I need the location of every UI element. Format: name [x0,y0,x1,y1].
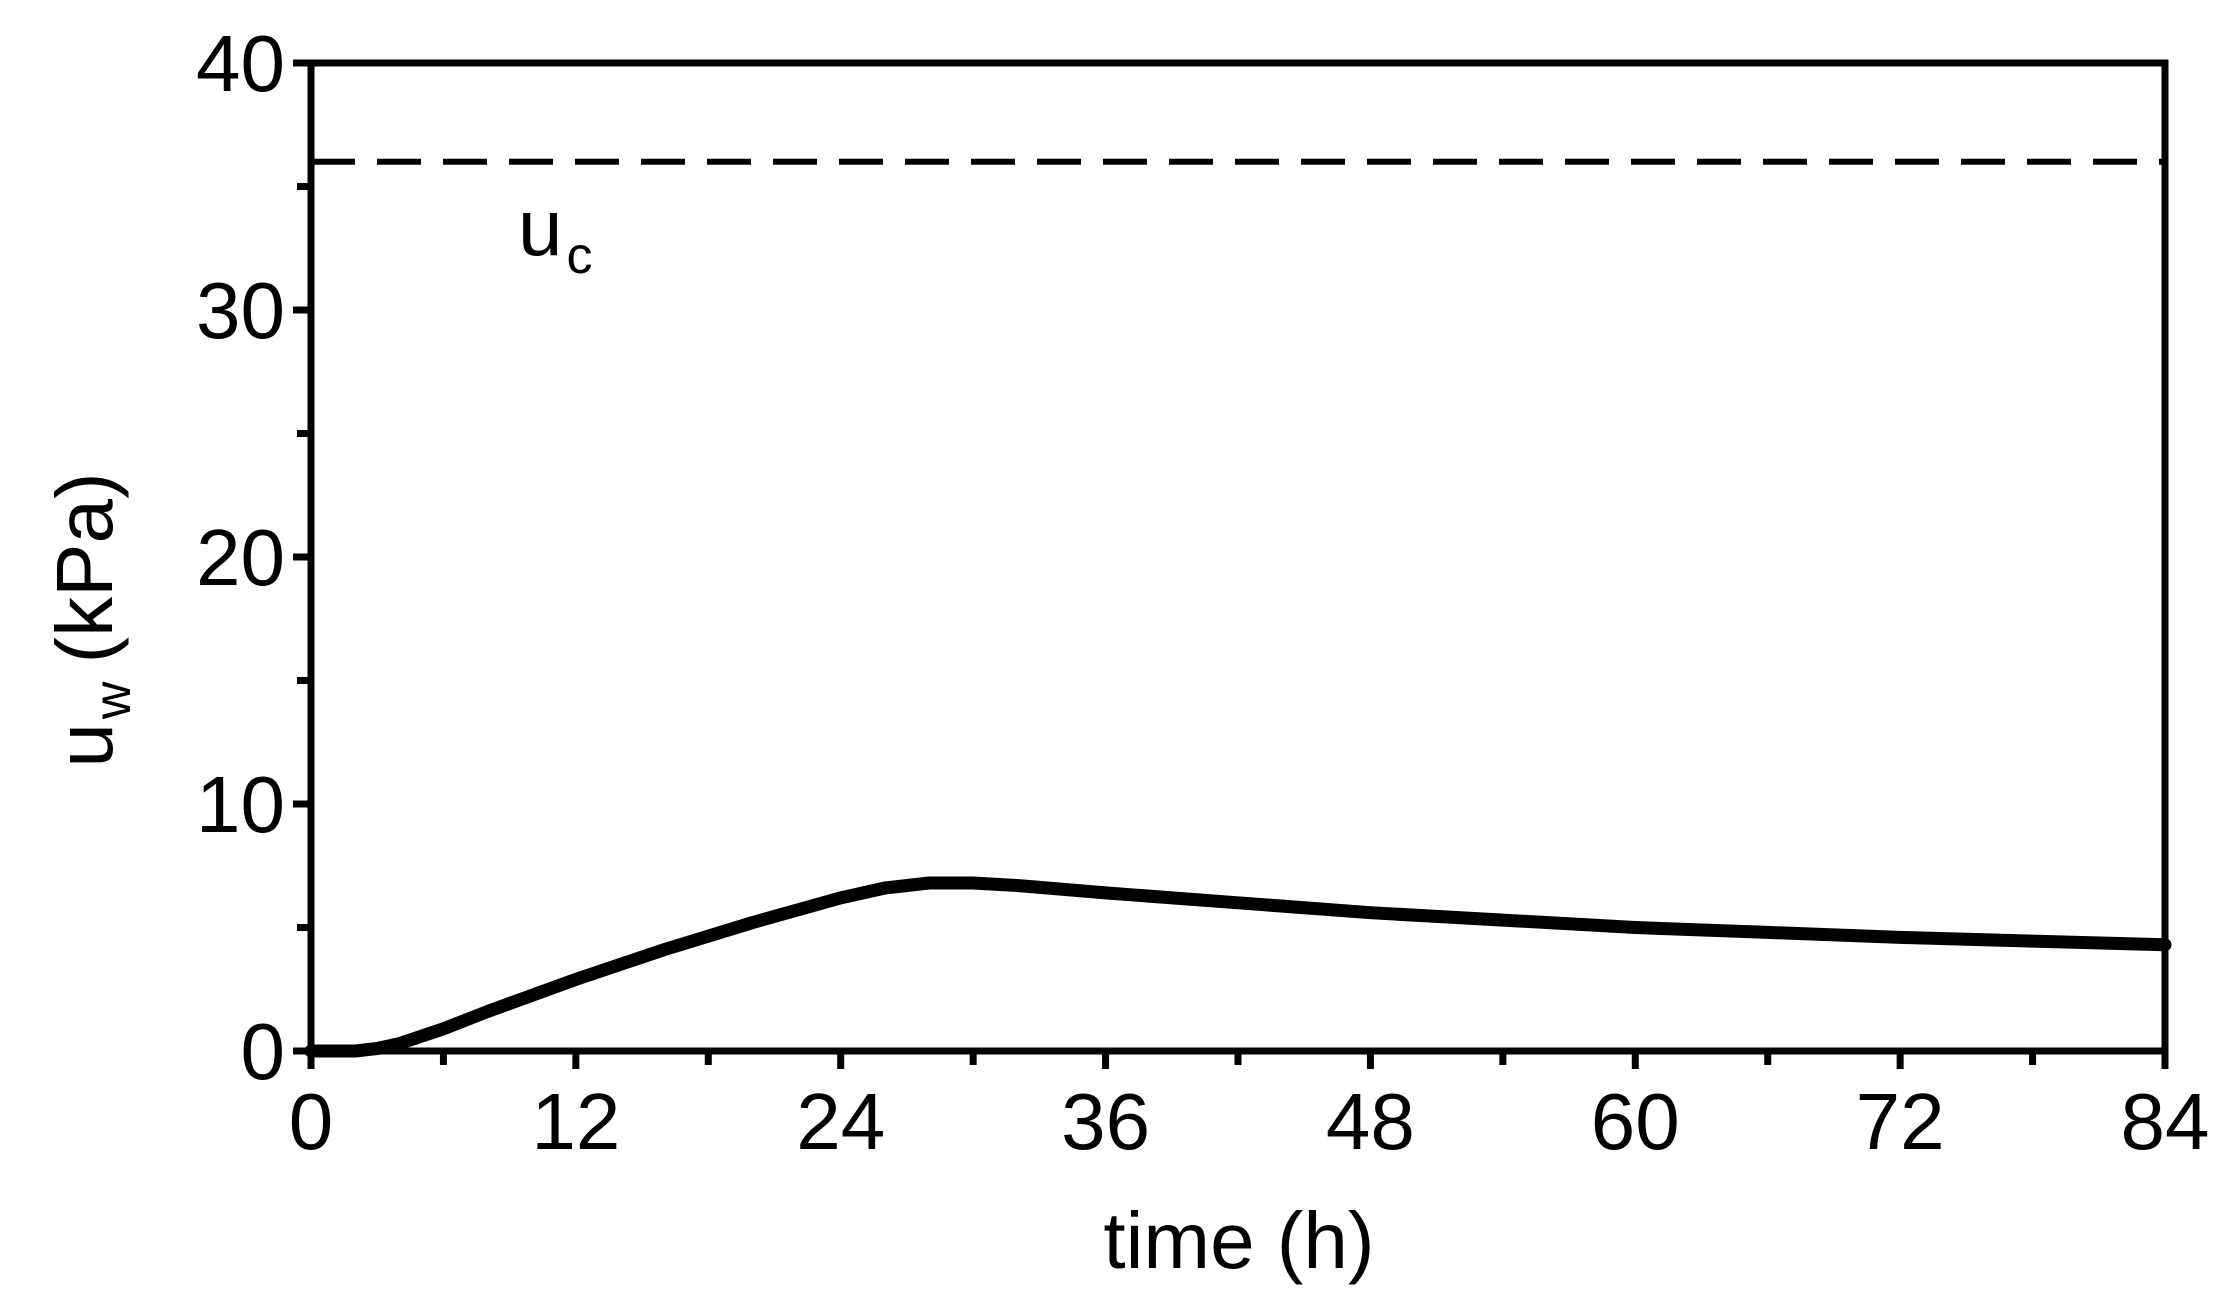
x-tick-label: 36 [1061,1077,1150,1166]
ticks [293,59,2169,1069]
reference-line-label-subscript: c [567,227,593,285]
x-tick-label: 60 [1591,1077,1680,1166]
reference-line-label-base: u [518,183,563,272]
x-tick-label: 0 [289,1077,334,1166]
x-tick-label: 72 [1856,1077,1945,1166]
y-tick-label: 0 [241,1007,286,1096]
y-tick-label: 40 [196,19,285,108]
x-tick-label: 84 [2121,1077,2210,1166]
y-tick-label: 10 [196,760,285,849]
x-tick-label: 48 [1326,1077,1415,1166]
y-axis-title: uw (kPa) [40,472,142,767]
y-tick-label: 30 [196,266,285,355]
tick-labels: 0 12 24 36 48 60 72 84 0 10 20 30 40 [196,19,2209,1166]
y-tick-label: 20 [196,513,285,602]
series-line-0 [304,876,2172,1058]
x-tick-label: 24 [796,1077,885,1166]
reference-line-label: uc [518,183,593,285]
y-axis-title-unit: (kPa) [40,472,129,663]
svg-text:uw(kPa): uw (kPa) [40,472,142,767]
x-tick-label: 12 [531,1077,620,1166]
plot-area [304,158,2172,1058]
x-axis-title: time (h) [1103,1196,1374,1285]
y-axis-title-subscript: w [84,681,142,720]
y-axis-title-base: u [40,723,129,768]
